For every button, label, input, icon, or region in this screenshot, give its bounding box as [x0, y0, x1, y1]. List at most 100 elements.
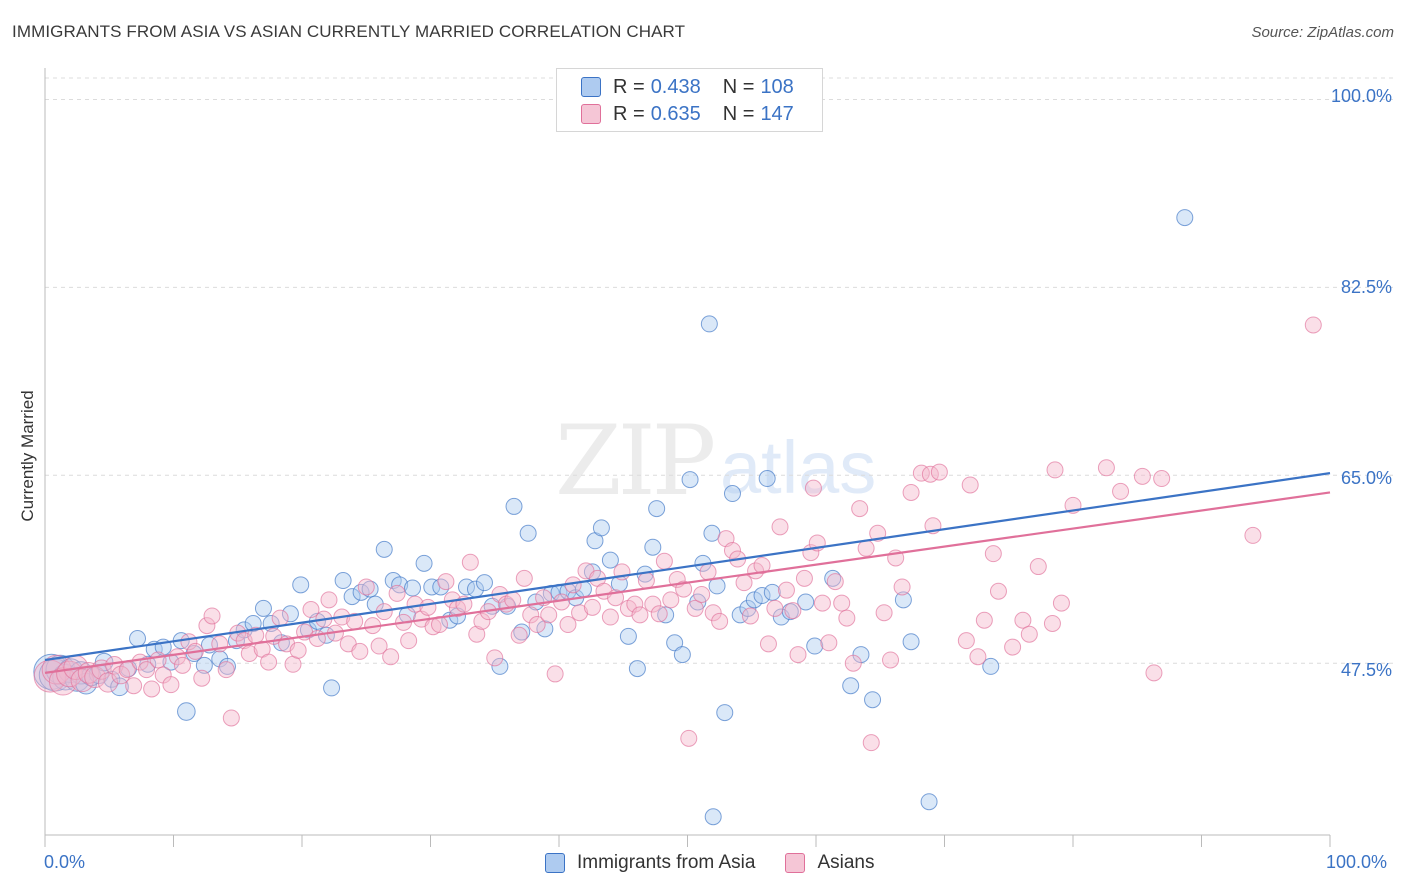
x-tick-label-100: 100.0%: [1326, 852, 1388, 872]
point-immigrants: [491, 657, 509, 675]
point-immigrants: [519, 524, 537, 542]
r-value-pink: 0.635: [650, 102, 701, 125]
point-asians: [510, 626, 528, 644]
point-immigrants: [323, 679, 341, 697]
point-asians: [546, 665, 564, 683]
point-asians: [1052, 594, 1070, 612]
point-asians: [644, 595, 662, 613]
point-asians: [1153, 470, 1171, 488]
point-asians: [571, 604, 589, 622]
watermark-atlas: atlas: [720, 426, 877, 509]
point-asians: [912, 464, 930, 482]
point-asians: [370, 637, 388, 655]
point-immigrants: [673, 646, 691, 664]
n-value-blue: 108: [760, 75, 794, 98]
point-asians: [198, 617, 216, 635]
chart-title: IMMIGRANTS FROM ASIA VS ASIAN CURRENTLY …: [12, 22, 686, 41]
point-asians: [766, 599, 784, 617]
point-immigrants: [281, 605, 299, 623]
point-asians: [844, 654, 862, 672]
point-asians: [735, 574, 753, 592]
point-immigrants: [763, 583, 781, 601]
point-immigrants: [700, 315, 718, 333]
point-immigrants: [177, 702, 196, 721]
point-asians: [468, 625, 486, 643]
point-asians: [626, 595, 644, 613]
point-asians: [704, 604, 722, 622]
blue-legend-swatch: [545, 853, 565, 873]
point-immigrants: [797, 593, 815, 611]
point-immigrants: [592, 519, 610, 537]
point-asians: [637, 572, 655, 590]
point-immigrants: [716, 704, 734, 722]
point-asians: [813, 594, 831, 612]
point-asians: [203, 607, 221, 625]
point-asians: [601, 608, 619, 626]
point-immigrants: [681, 471, 699, 489]
point-asians: [522, 606, 540, 624]
point-asians: [826, 573, 844, 591]
point-asians: [699, 563, 717, 581]
point-asians: [650, 605, 668, 623]
point-asians: [1304, 316, 1322, 334]
y-tick-label-82-5: 82.5%: [1340, 277, 1392, 297]
point-asians: [777, 581, 795, 599]
point-asians: [289, 641, 307, 659]
point-immigrants: [753, 587, 771, 605]
trend-line-asians: [44, 491, 1331, 674]
legend-row-blue: R = 0.438 N = 108: [581, 75, 794, 99]
point-asians: [882, 651, 900, 669]
point-asians: [486, 649, 504, 667]
point-immigrants: [536, 620, 554, 638]
point-immigrants: [601, 551, 619, 569]
point-immigrants: [902, 633, 920, 651]
point-immigrants: [806, 637, 824, 655]
point-asians: [893, 578, 911, 596]
point-asians: [961, 476, 979, 494]
point-asians: [804, 479, 822, 497]
point-immigrants: [513, 623, 531, 641]
point-asians: [162, 676, 180, 694]
n-value-pink: 147: [760, 102, 794, 125]
point-asians: [1046, 461, 1064, 479]
point-asians: [559, 616, 577, 634]
y-tick-label-100: 100.0%: [1330, 86, 1392, 106]
point-immigrants: [666, 634, 684, 652]
point-asians: [851, 500, 869, 518]
point-asians: [1020, 625, 1038, 643]
point-immigrants: [894, 591, 912, 609]
point-asians: [149, 651, 167, 669]
point-asians: [969, 648, 987, 666]
pink-legend-swatch: [785, 853, 806, 873]
point-asians: [351, 642, 369, 660]
point-asians: [838, 609, 856, 627]
point-asians: [989, 582, 1007, 600]
point-immigrants: [619, 627, 637, 645]
point-asians: [271, 609, 289, 627]
point-asians: [631, 606, 649, 624]
n-label: N =: [722, 102, 755, 125]
point-asians: [143, 680, 161, 698]
point-asians: [862, 734, 880, 752]
point-asians: [437, 573, 455, 591]
series-legend: Immigrants from Asia Asians: [545, 852, 904, 874]
point-immigrants: [404, 579, 422, 597]
point-asians: [540, 606, 558, 624]
r-label: R =: [613, 75, 645, 98]
point-asians: [1014, 611, 1032, 629]
point-asians: [1004, 638, 1022, 656]
point-asians: [655, 552, 673, 570]
point-immigrants: [475, 574, 493, 592]
point-asians: [1097, 459, 1115, 477]
legend-item-immigrants[interactable]: Immigrants from Asia: [545, 852, 755, 874]
point-immigrants: [920, 793, 938, 811]
point-asians: [984, 545, 1002, 563]
point-immigrants: [628, 660, 646, 678]
point-asians: [686, 599, 704, 617]
legend-item-asians[interactable]: Asians: [785, 852, 874, 874]
point-asians: [875, 604, 893, 622]
r-label: R =: [613, 102, 645, 125]
point-asians: [833, 594, 851, 612]
point-asians: [1043, 614, 1061, 632]
